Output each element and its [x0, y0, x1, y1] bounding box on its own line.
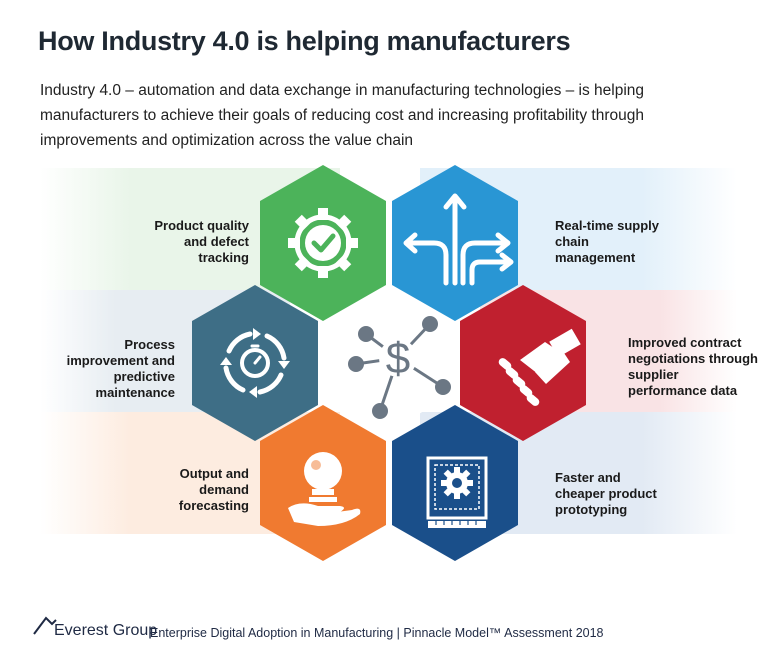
label-prototyping: Faster and cheaper product prototyping — [555, 470, 657, 517]
label-contract-negotiations: Improved contract negotiations through s… — [628, 335, 758, 398]
everest-mountain-icon — [33, 616, 57, 635]
brand-name: Everest Group — [54, 622, 158, 639]
page-title: How Industry 4.0 is helping manufacturer… — [38, 26, 571, 56]
handshake-icon — [498, 328, 581, 406]
label-supply-chain: Real-time supply chain management — [555, 218, 660, 265]
branching-arrows-icon — [403, 193, 514, 286]
svg-text:$: $ — [386, 334, 410, 383]
dollar-network-icon: $ — [348, 316, 451, 419]
label-process-improvement: Process improvement and predictive maint… — [66, 337, 175, 400]
crystal-ball-hand-icon — [288, 452, 361, 526]
gear-check-icon — [288, 208, 358, 278]
stopwatch-cycle-icon — [220, 328, 290, 398]
label-product-quality: Product quality and defect tracking — [154, 218, 249, 265]
page-subtitle: Industry 4.0 – automation and data excha… — [40, 82, 645, 149]
footer-text: Enterprise Digital Adoption in Manufactu… — [150, 626, 604, 640]
label-forecasting: Output and demand forecasting — [178, 466, 249, 513]
hexagon-contract-negotiations — [460, 285, 586, 441]
